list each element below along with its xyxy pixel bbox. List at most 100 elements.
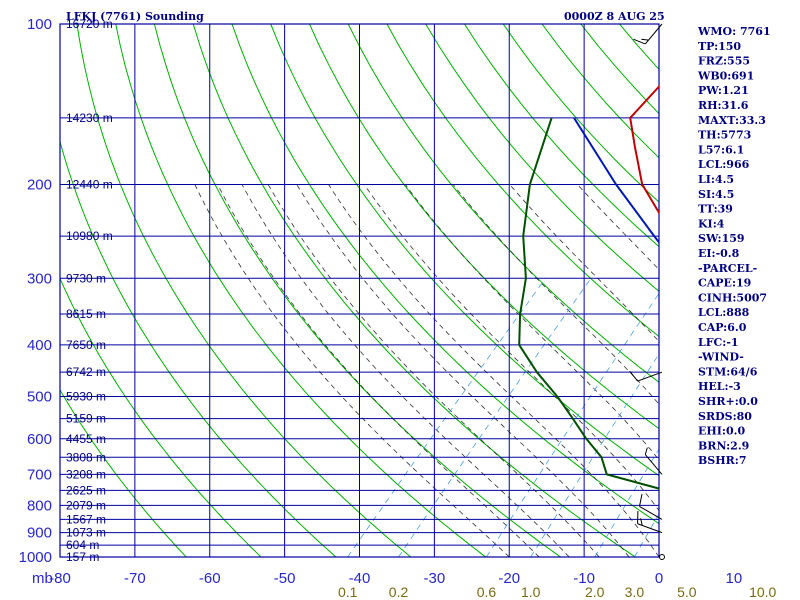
wind-barb	[637, 511, 663, 534]
dry-adiabat-line	[775, 24, 800, 557]
height-label: 1567 m	[66, 512, 106, 526]
station-title: LFKJ (7761) Sounding	[66, 10, 204, 23]
sounding-index-entry: WMO: 7761	[697, 25, 771, 38]
wind-barb	[638, 493, 663, 520]
sounding-index-entry: -PARCEL-	[698, 262, 757, 275]
wind-barb-calm	[659, 554, 665, 560]
pressure-tick-label: 1000	[19, 549, 52, 566]
dewpoint-profile-line	[518, 117, 659, 490]
height-label: 8615 m	[66, 307, 106, 321]
temperature-tick-label: -70	[124, 570, 146, 587]
moist-adiabat-line	[217, 184, 540, 557]
height-label: 6742 m	[66, 365, 106, 379]
sounding-index-entry: CAPE:19	[698, 277, 751, 290]
sounding-index-entry: TP:150	[698, 40, 741, 53]
pressure-unit-label: mb	[32, 570, 53, 587]
mixing-ratio-line	[347, 278, 546, 557]
height-label: 9730 m	[66, 271, 106, 285]
sounding-index-entry: SI:4.5	[698, 188, 734, 201]
height-label: 604 m	[66, 538, 99, 552]
sounding-index-entry: CAP:6.0	[698, 321, 747, 334]
dry-adiabat-line	[76, 24, 412, 557]
height-label: 5159 m	[66, 412, 106, 426]
pressure-tick-label: 700	[27, 466, 52, 483]
sounding-index-entry: EI:-0.8	[698, 247, 740, 260]
sounding-index-entry: RH:31.6	[698, 99, 749, 112]
sounding-index-entry: LCL:888	[698, 306, 750, 319]
height-label: 1073 m	[66, 526, 106, 540]
mixing-ratio-line	[398, 278, 592, 557]
wind-barbs	[629, 23, 665, 560]
pressure-tick-label: 100	[27, 16, 52, 33]
pressure-tick-label: 200	[27, 176, 52, 193]
mixing-ratio-line	[763, 278, 800, 557]
mixing-ratio-tick-label: 0.2	[389, 584, 409, 600]
moist-adiabat-line	[267, 184, 600, 557]
sounding-index-entry: PW:1.21	[698, 84, 749, 97]
dry-adiabat-line	[153, 24, 561, 557]
temperature-tick-label: -50	[274, 570, 296, 587]
pressure-tick-label: 500	[27, 389, 52, 406]
height-label: 4455 m	[66, 432, 106, 446]
height-label: 16720 m	[66, 17, 113, 31]
mixing-ratio-tick-label: 1.0	[521, 584, 541, 600]
sounding-index-entry: TT:39	[698, 203, 733, 216]
height-label: 14230 m	[66, 111, 113, 125]
moist-adiabat-line	[577, 184, 659, 271]
sounding-profiles	[518, 85, 659, 490]
wind-barb	[633, 23, 663, 45]
mixing-ratio-tick-label: 10.0	[749, 584, 776, 600]
sounding-index-entry: STM:64/6	[698, 365, 758, 378]
dry-adiabat-line	[231, 24, 659, 525]
height-label: 12440 m	[66, 177, 113, 191]
plot-frame	[59, 23, 660, 558]
mixing-ratio-line	[486, 292, 659, 557]
sounding-index-entry: LI:4.5	[698, 173, 734, 186]
pressure-tick-label: 400	[27, 337, 52, 354]
wind-barb	[644, 447, 663, 475]
sounding-index-entry: MAXT:33.3	[698, 114, 766, 127]
moist-adiabat-line	[404, 184, 659, 461]
height-label: 7650 m	[66, 338, 106, 352]
sounding-index-entry: CINH:5007	[698, 291, 767, 304]
height-label: 3208 m	[66, 467, 106, 481]
mixing-ratio-tick-label: 3.0	[625, 584, 645, 600]
pressure-temperature-grid	[59, 23, 660, 558]
height-label: 2079 m	[66, 498, 106, 512]
sounding-index-entry: BSHR:7	[698, 454, 747, 467]
moist-adiabat-line	[452, 184, 659, 405]
mixing-ratio-tick-label: 0.1	[338, 584, 358, 600]
pressure-tick-label: 900	[27, 525, 52, 542]
dry-adiabats	[60, 24, 800, 557]
sounding-index-entry: KI:4	[698, 217, 725, 230]
moist-adiabat-line	[241, 184, 570, 557]
pressure-tick-label: 800	[27, 497, 52, 514]
sounding-index-entry: -WIND-	[698, 351, 744, 364]
pressure-tick-label: 300	[27, 270, 52, 287]
sounding-index-entry: HEL:-3	[698, 380, 741, 393]
temperature-tick-label: -10	[573, 570, 595, 587]
height-label: 5930 m	[66, 390, 106, 404]
sounding-index-entry: SHR+:0.0	[698, 395, 758, 408]
sounding-index-entry: FRZ:555	[698, 55, 750, 68]
mixing-ratio-tick-label: 5.0	[677, 584, 697, 600]
sounding-index-entry: SRDS:80	[698, 410, 752, 423]
height-label: 3808 m	[66, 450, 106, 464]
observation-time: 0000Z 8 AUG 25	[564, 10, 665, 23]
wind-barb	[629, 370, 663, 382]
dry-adiabat-line	[115, 24, 486, 557]
temperature-profile-line	[629, 85, 659, 215]
temperature-tick-label: -30	[424, 570, 446, 587]
temperature-tick-label: -20	[498, 570, 520, 587]
moist-adiabat-line	[328, 184, 659, 557]
sounding-index-entry: LFC:-1	[698, 336, 739, 349]
mixing-ratio-line	[594, 448, 659, 557]
parcel-profile-line	[573, 117, 659, 244]
dry-adiabat-line	[192, 24, 636, 557]
height-label: 10980 m	[66, 229, 113, 243]
sounding-index-entry: WB0:691	[697, 69, 754, 82]
temperature-tick-label: 0	[655, 570, 663, 587]
height-label: 157 m	[66, 550, 99, 564]
